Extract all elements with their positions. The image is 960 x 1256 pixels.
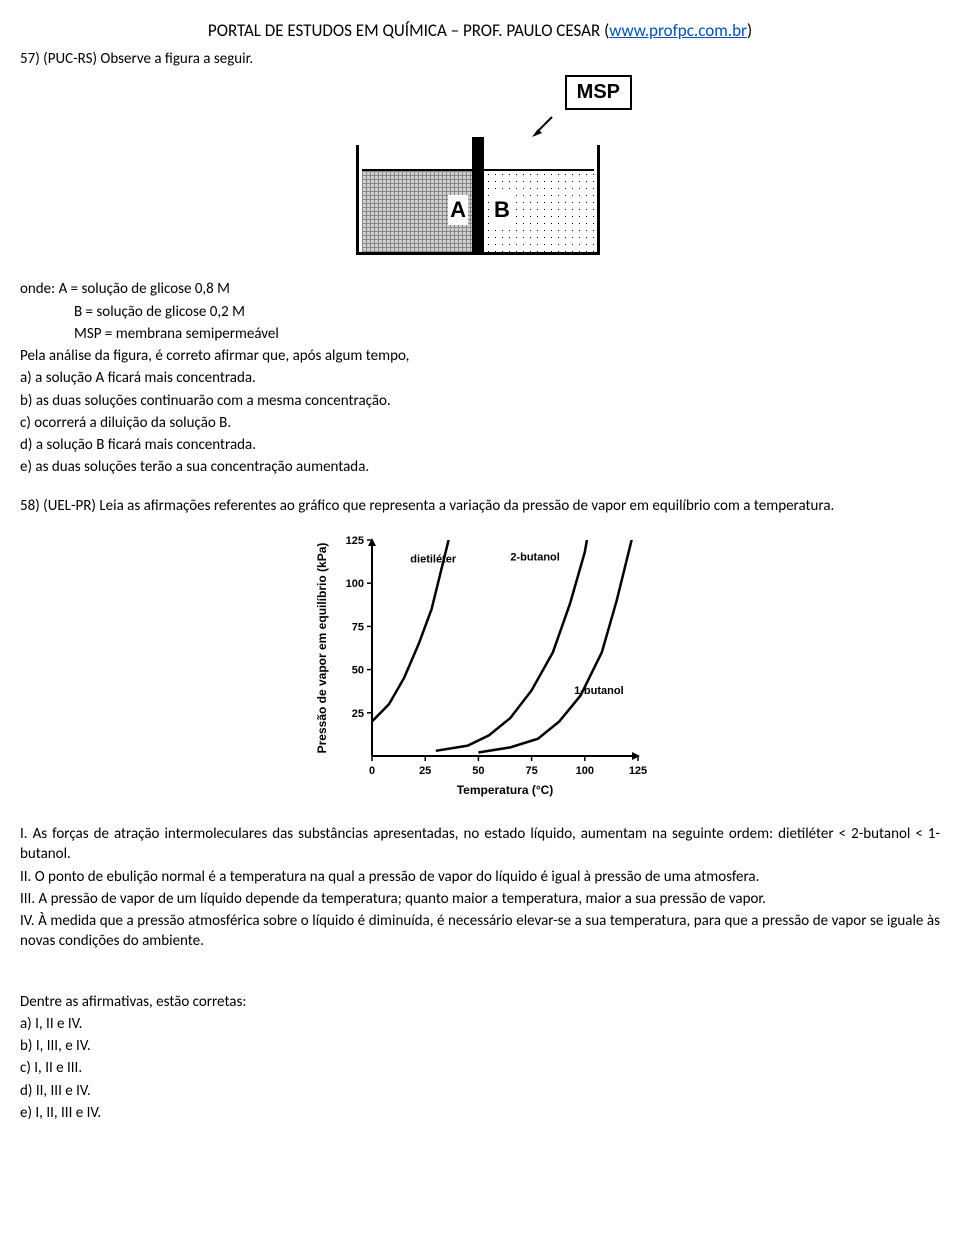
- tank: A B: [356, 145, 600, 255]
- page-header: PORTAL DE ESTUDOS EM QUÍMICA – PROF. PAU…: [20, 20, 940, 43]
- q58-prompt: 58) (UEL-PR) Leia as afirmações referent…: [20, 496, 940, 516]
- compartment-a: A: [362, 169, 478, 252]
- label-b: B: [492, 195, 512, 225]
- q57-opt-e: e) as duas soluções terão a sua concentr…: [20, 457, 940, 477]
- q58-stmt-i: I. As forças de atração intermoleculares…: [20, 824, 940, 865]
- svg-text:125: 125: [346, 535, 364, 547]
- header-prefix: PORTAL DE ESTUDOS EM QUÍMICA – PROF. PAU…: [208, 20, 609, 41]
- svg-text:100: 100: [576, 765, 594, 777]
- q58-stmt-iv: IV. À medida que a pressão atmosférica s…: [20, 911, 940, 952]
- svg-text:100: 100: [346, 578, 364, 590]
- onde-line-a: A = solução de glicose 0,8 M: [59, 280, 230, 298]
- q58-opt-c: c) I, II e III.: [20, 1058, 940, 1078]
- q58-dentre: Dentre as afirmativas, estão corretas:: [20, 992, 940, 1012]
- svg-text:2-butanol: 2-butanol: [510, 552, 560, 564]
- q58-opt-a: a) I, II e IV.: [20, 1014, 940, 1034]
- compartment-b: B: [478, 169, 594, 252]
- q57-prompt: 57) (PUC-RS) Observe a figura a seguir.: [20, 49, 940, 69]
- q58-opt-e: e) I, II, III e IV.: [20, 1103, 940, 1123]
- membrane-icon: [472, 137, 484, 255]
- svg-text:50: 50: [352, 665, 364, 677]
- onde-line-b: B = solução de glicose 0,2 M: [20, 302, 940, 322]
- svg-text:75: 75: [525, 765, 537, 777]
- q58-opt-d: d) II, III e IV.: [20, 1081, 940, 1101]
- q57-onde: onde: A = solução de glicose 0,8 M: [20, 279, 940, 299]
- svg-text:25: 25: [419, 765, 431, 777]
- header-link[interactable]: www.profpc.com.br: [609, 20, 747, 41]
- svg-text:50: 50: [472, 765, 484, 777]
- q58-stmt-iii: III. A pressão de vapor de um líquido de…: [20, 889, 940, 909]
- svg-text:Pressão de vapor em equilíbrio: Pressão de vapor em equilíbrio (kPa): [315, 543, 329, 754]
- svg-text:Temperatura (°C): Temperatura (°C): [457, 783, 554, 797]
- header-suffix: ): [747, 20, 752, 41]
- q57-opt-b: b) as duas soluções continuarão com a me…: [20, 391, 940, 411]
- q57-opt-d: d) a solução B ficará mais concentrada.: [20, 435, 940, 455]
- arrow-icon: [530, 115, 554, 139]
- q57-opt-c: c) ocorrerá a diluição da solução B.: [20, 413, 940, 433]
- svg-text:75: 75: [352, 621, 364, 633]
- msp-box: MSP: [565, 75, 632, 110]
- onde-label: onde:: [20, 280, 55, 298]
- pressure-chart-svg: 0 25 50 75 100 125 25 50 75 100 125 Temperatura (°C…: [310, 530, 650, 800]
- svg-text:dietiléter: dietiléter: [410, 553, 457, 565]
- q58-chart: 0 25 50 75 100 125 25 50 75 100 125 Temperatura (°C…: [20, 530, 940, 806]
- svg-text:1-butanol: 1-butanol: [574, 685, 624, 697]
- q57-opt-a: a) a solução A ficará mais concentrada.: [20, 368, 940, 388]
- svg-text:125: 125: [629, 765, 647, 777]
- q58-opt-b: b) I, III, e IV.: [20, 1036, 940, 1056]
- svg-text:0: 0: [369, 765, 375, 777]
- svg-text:25: 25: [352, 708, 364, 720]
- onde-line-msp: MSP = membrana semipermeável: [20, 324, 940, 344]
- q57-figure: MSP A B: [20, 75, 940, 261]
- q58-stmt-ii: II. O ponto de ebulição normal é a tempe…: [20, 867, 940, 887]
- label-a: A: [448, 195, 468, 225]
- q57-afirmar: Pela análise da figura, é correto afirma…: [20, 346, 940, 366]
